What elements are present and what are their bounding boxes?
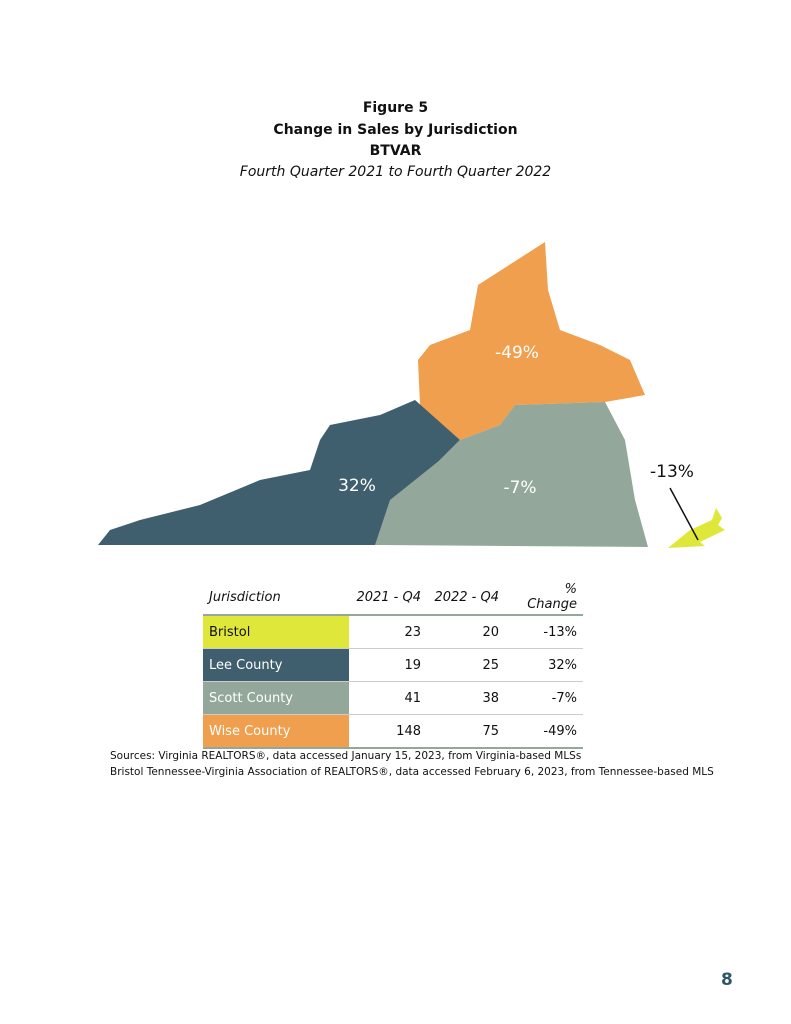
page-number: 8	[721, 970, 733, 990]
leader-line	[669, 487, 699, 541]
value-cell: 41	[349, 681, 427, 715]
region-label: -13%	[650, 462, 694, 482]
value-cell: 23	[349, 615, 427, 649]
figure-subtitle: BTVAR	[369, 143, 422, 159]
column-header: 2022 - Q4	[427, 582, 505, 616]
region-label: 32%	[338, 476, 376, 496]
table-row: Lee County 19 25 32%	[203, 648, 583, 682]
value-cell: 148	[349, 714, 427, 749]
figure-number: Figure 5	[362, 100, 429, 116]
value-cell: -13%	[505, 615, 583, 649]
region-shape	[375, 402, 648, 547]
region-shape	[98, 400, 460, 545]
jurisdiction-cell: Scott County	[203, 681, 349, 715]
figure-title: Change in Sales by Jurisdiction	[273, 122, 518, 138]
jurisdiction-cell: Lee County	[203, 648, 349, 682]
value-cell: 38	[427, 681, 505, 715]
region-shape	[418, 242, 645, 440]
jurisdiction-cell: Bristol	[203, 615, 349, 649]
region-shape	[668, 508, 725, 548]
source-line: Sources: Virginia REALTORS®, data access…	[110, 750, 582, 762]
value-cell: 20	[427, 615, 505, 649]
value-cell: -49%	[505, 714, 583, 749]
region-label: -49%	[495, 343, 539, 363]
table-row: Scott County 41 38 -7%	[203, 681, 583, 715]
value-cell: 75	[427, 714, 505, 749]
value-cell: -7%	[505, 681, 583, 715]
sales-table: Jurisdiction 2021 - Q4 2022 - Q4% Change B…	[203, 582, 583, 749]
region-label: -7%	[503, 478, 536, 498]
value-cell: 25	[427, 648, 505, 682]
column-header: % Change	[505, 582, 583, 616]
value-cell: 19	[349, 648, 427, 682]
table-row: Bristol 23 20 -13%	[203, 615, 583, 649]
column-header: Jurisdiction	[203, 582, 349, 616]
jurisdiction-cell: Wise County	[203, 714, 349, 749]
map: -49% 32% -7% -13%	[98, 242, 725, 548]
column-header: 2021 - Q4	[349, 582, 427, 616]
value-cell: 32%	[505, 648, 583, 682]
source-line: Bristol Tennessee-Virginia Association o…	[110, 766, 714, 778]
table-row: Wise County 148 75 -49%	[203, 714, 583, 749]
figure-period: Fourth Quarter 2021 to Fourth Quarter 20…	[239, 164, 552, 180]
